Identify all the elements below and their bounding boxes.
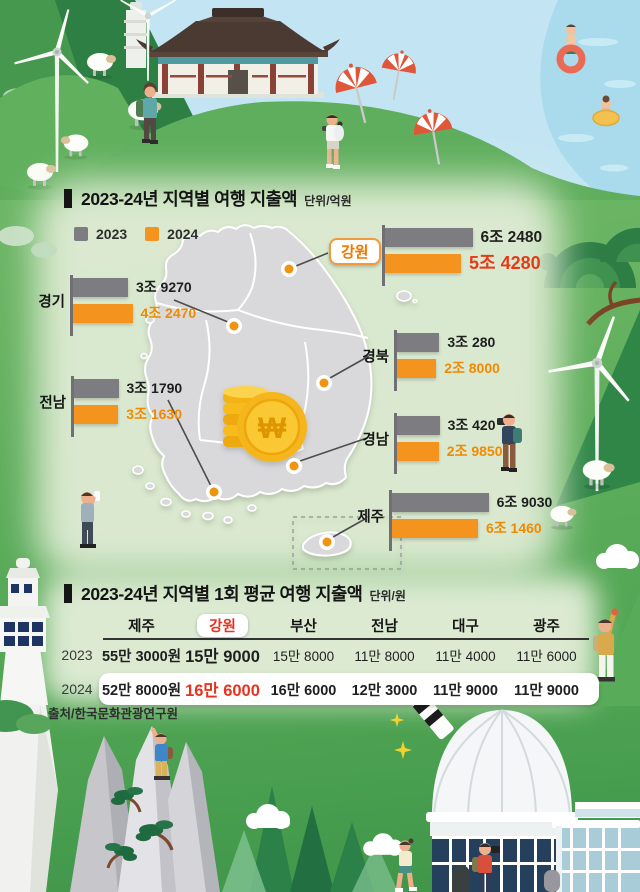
source-credit: 출처/한국문화관광연구원 (48, 707, 178, 721)
region-label-jeonnam: 전남 (39, 395, 66, 411)
value-2023-gyeonggi: 3조 9270 (136, 279, 192, 295)
bar-group-jeonnam: 전남 3조 1790 3조 1630 (39, 376, 183, 437)
legend-label-2024: 2024 (167, 226, 199, 242)
value-2024-gyeonggi: 4조 2470 (140, 305, 197, 321)
bar-2024-gyeongbuk (397, 359, 437, 378)
cell-2024-busan: 16만 6000 (270, 682, 337, 699)
bar-2024-gyeonggi (73, 304, 133, 323)
cell-2023-busan: 15만 8000 (272, 649, 335, 664)
bar-2023-gyeongnam (397, 416, 440, 435)
section2-title-text: 2023-24년 지역별 1회 평균 여행 지출액 (81, 584, 363, 604)
cell-2024-daegu: 11만 9000 (433, 682, 498, 699)
section1-title-text: 2023-24년 지역별 여행 지출액 (81, 189, 298, 209)
axis-line (394, 413, 397, 474)
col-header-busan: 부산 (290, 618, 317, 635)
section2-unit: 단위/원 (369, 589, 406, 603)
bar-2023-gyeongbuk (397, 333, 440, 352)
value-2023-jeonnam: 3조 1790 (126, 380, 183, 396)
bar-group-gyeongbuk: 경북 3조 280 2조 8000 (362, 330, 500, 391)
section2-title: 2023-24년 지역별 1회 평균 여행 지출액 단위/원 (64, 581, 406, 606)
col-header-jeju: 제주 (128, 618, 155, 635)
value-2023-gyeongnam: 3조 420 (447, 417, 496, 433)
cell-2023-jeju: 55만 3000원 (101, 648, 182, 665)
title-marker (64, 189, 72, 208)
value-2024-gyeongnam: 2조 9850 (446, 443, 503, 459)
row-year: 2024 (61, 681, 93, 697)
row-year: 2023 (61, 647, 93, 663)
region-label-gyeongbuk: 경북 (362, 349, 389, 365)
title-marker (64, 584, 72, 603)
region-label-jeju: 제주 (357, 509, 384, 525)
row-highlight-background (99, 673, 599, 705)
cell-2024-jeonnam: 12만 3000 (351, 682, 418, 699)
bar-2023-jeonnam (74, 379, 119, 398)
value-2023-gangwon: 6조 2480 (480, 229, 543, 246)
value-2024-jeju: 6조 1460 (486, 520, 542, 536)
axis-line (394, 330, 397, 391)
col-header-gwangju: 광주 (533, 618, 560, 635)
cell-2023-jeonnam: 11만 8000 (354, 649, 415, 664)
section1-title: 2023-24년 지역별 여행 지출액 단위/억원 (64, 186, 352, 211)
value-2024-gangwon: 5조 4280 (469, 253, 541, 273)
bar-group-jeju: 제주 6조 9030 6조 1460 (357, 490, 553, 551)
bar-group-gangwon: 6조 2480 5조 4280 (382, 225, 543, 286)
cell-2024-jeju: 52만 8000원 (101, 682, 182, 699)
section1-unit: 단위/억원 (304, 194, 352, 208)
axis-line (389, 490, 392, 551)
bar-group-gyeongnam: 경남 3조 420 2조 9850 (362, 413, 503, 474)
value-2024-jeonnam: 3조 1630 (126, 406, 182, 422)
bar-2024-jeonnam (74, 405, 119, 424)
col-header-gangwon: 강원 (182, 613, 263, 637)
cell-2024-gangwon: 16만 6000 (185, 682, 260, 700)
col-header-daegu: 대구 (452, 618, 479, 635)
table-row-2023: 2023 55만 3000원 15만 9000 15만 8000 11만 800… (53, 640, 591, 670)
table-row-2024: 2024 52만 8000원 16만 6000 16만 6000 12만 300… (53, 673, 599, 705)
axis-line (382, 225, 385, 286)
bar-2024-gyeongnam (397, 442, 439, 461)
legend-label-2023: 2023 (96, 226, 128, 242)
col-header-jeonnam: 전남 (371, 618, 398, 635)
cell-2024-gwangju: 11만 9000 (514, 682, 579, 699)
legend-swatch-2024 (145, 227, 160, 241)
average-spending-table: 제주 강원 부산 전남 대구 광주 2023 55만 3000원 15만 900… (53, 612, 599, 705)
value-2023-jeju: 6조 9030 (496, 494, 553, 510)
gangwon-highlight-pill: 강원 (197, 613, 248, 637)
axis-line (70, 275, 73, 336)
cell-2023-gwangju: 11만 6000 (516, 649, 577, 664)
cell-2023-daegu: 11만 4000 (435, 649, 496, 664)
value-2024-gyeongbuk: 2조 8000 (444, 360, 500, 376)
legend-swatch-2023 (74, 227, 88, 241)
bar-2023-gyeonggi (73, 278, 128, 297)
bar-2024-gangwon (385, 254, 461, 273)
bar-2024-jeju (392, 519, 478, 538)
bar-group-gyeonggi: 경기 3조 9270 4조 2470 (38, 275, 197, 336)
chart-legend: 2023 2024 (74, 226, 208, 242)
header-divider (103, 638, 589, 640)
region-label-gyeonggi: 경기 (38, 294, 65, 310)
table-header-row: 제주 강원 부산 전남 대구 광주 (53, 612, 591, 638)
gangwon-callout: 강원 (329, 238, 381, 265)
cell-2023-gangwon: 15만 9000 (185, 648, 260, 666)
bar-2023-jeju (392, 493, 489, 512)
value-2023-gyeongbuk: 3조 280 (447, 334, 496, 350)
region-label-gyeongnam: 경남 (362, 432, 389, 448)
axis-line (71, 376, 74, 437)
bar-2023-gangwon (385, 228, 473, 247)
